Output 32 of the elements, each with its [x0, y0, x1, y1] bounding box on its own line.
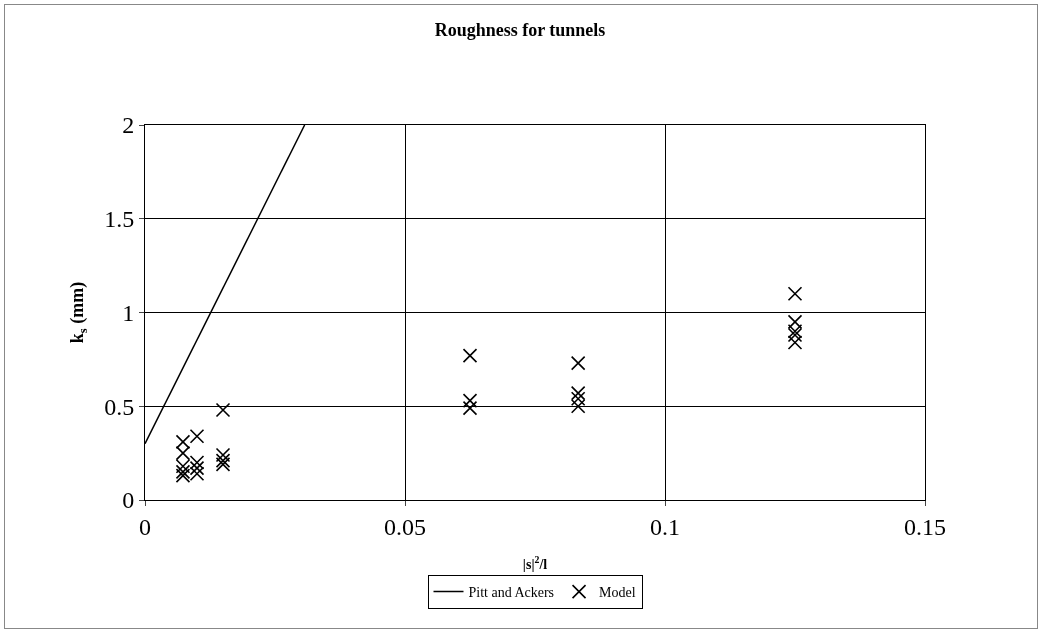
legend-label: Model	[599, 585, 636, 601]
y-tick-label: 0	[122, 487, 135, 514]
point	[787, 327, 803, 343]
point	[462, 393, 478, 408]
x-tick-label: 0.05	[384, 513, 426, 540]
point	[787, 286, 803, 302]
point	[215, 402, 231, 418]
y-tick-label: 0.5	[104, 393, 135, 420]
point	[215, 453, 231, 468]
chart-title: Roughness for tunnels	[434, 20, 606, 41]
point	[175, 445, 191, 461]
point	[189, 455, 205, 470]
point	[462, 348, 478, 363]
point	[570, 398, 586, 414]
y-tick-label: 1	[122, 299, 135, 326]
point	[462, 400, 478, 416]
point	[215, 447, 231, 463]
point	[175, 434, 191, 450]
point	[215, 457, 231, 472]
point	[570, 355, 586, 371]
point	[570, 391, 586, 407]
x-tick-label: 0.1	[650, 513, 680, 540]
legend-label: Pitt and Ackers	[468, 585, 555, 601]
point	[787, 323, 803, 339]
x-tick-label: 0.15	[904, 513, 946, 540]
point	[189, 428, 205, 444]
x-axis-title: |s|$^{2}$/l	[522, 554, 548, 573]
y-tick-label: 1.5	[104, 206, 135, 233]
point	[787, 335, 803, 350]
y-tick-label: 2	[122, 112, 135, 139]
point	[787, 314, 803, 330]
point	[570, 385, 586, 401]
